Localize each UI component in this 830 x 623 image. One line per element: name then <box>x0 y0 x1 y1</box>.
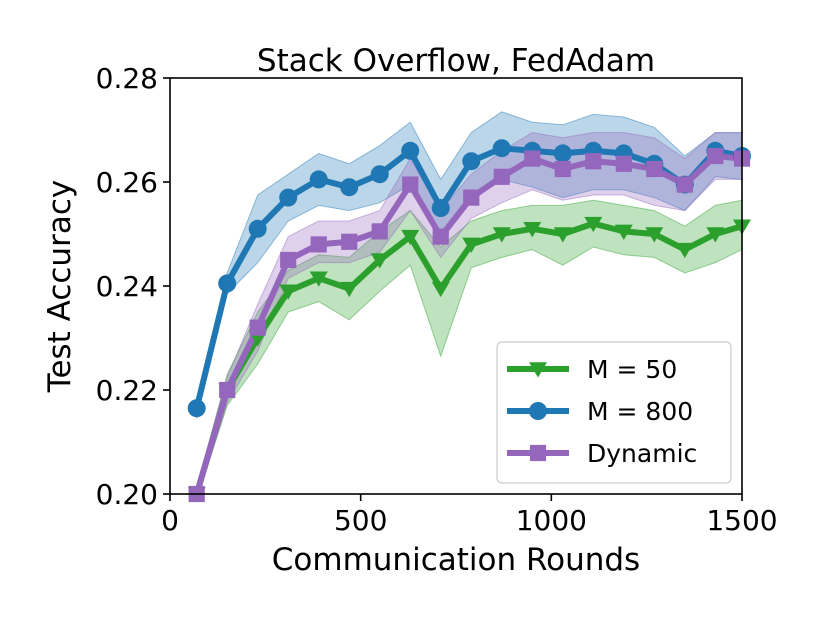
point-series-0-7 <box>401 229 420 246</box>
point-series-2-1 <box>219 381 236 399</box>
point-series-1-5 <box>340 178 359 197</box>
series-markers <box>187 139 751 503</box>
legend-box <box>496 341 732 484</box>
x-tick-label-0: 0 <box>161 504 179 537</box>
point-series-2-4 <box>310 236 327 253</box>
point-series-0-11 <box>523 222 542 238</box>
y-axis-label: Test Accuracy <box>42 180 78 393</box>
legend-label-0: M = 50 <box>587 355 677 384</box>
point-series-2-8 <box>432 228 449 245</box>
point-series-2-3 <box>280 251 297 269</box>
point-series-1-3 <box>279 188 298 207</box>
point-series-2-12 <box>554 160 571 178</box>
point-series-2-10 <box>493 168 510 185</box>
point-series-1-8 <box>431 199 450 217</box>
legend-label-2: Dynamic <box>587 439 697 468</box>
point-series-1-1 <box>218 274 237 293</box>
point-series-2-16 <box>676 176 693 193</box>
legend-marker-0 <box>529 362 547 378</box>
point-series-1-10 <box>492 139 511 158</box>
point-series-0-16 <box>675 242 694 259</box>
point-series-0-6 <box>370 253 389 269</box>
point-series-1-0 <box>187 399 206 418</box>
point-series-2-11 <box>524 150 541 167</box>
point-series-0-12 <box>553 227 572 243</box>
point-series-0-13 <box>584 216 603 233</box>
legend-label-1: M = 800 <box>587 397 693 426</box>
point-series-0-3 <box>279 284 298 300</box>
x-axis-ticks: 0 500 1000 1500 <box>161 494 778 537</box>
point-series-2-13 <box>585 153 602 170</box>
point-series-0-10 <box>492 227 511 243</box>
chart-title: Stack Overflow, FedAdam <box>257 43 655 79</box>
point-series-2-7 <box>402 176 419 193</box>
point-series-2-2 <box>249 319 266 336</box>
point-series-0-17 <box>706 227 725 243</box>
point-series-2-17 <box>707 147 724 165</box>
point-series-1-2 <box>248 219 267 238</box>
x-axis-label: Communication Rounds <box>272 542 640 578</box>
point-series-0-5 <box>340 281 359 298</box>
point-series-0-14 <box>614 224 633 240</box>
point-series-1-7 <box>401 141 420 160</box>
legend: M = 50 M = 800 Dynamic <box>496 341 732 484</box>
point-series-1-12 <box>553 144 572 163</box>
x-tick-label-1000: 1000 <box>516 504 587 537</box>
y-tick-label-0.26: 0.26 <box>96 166 158 199</box>
point-series-0-9 <box>462 237 481 253</box>
x-tick-label-1500: 1500 <box>706 504 777 537</box>
point-series-2-15 <box>646 160 663 178</box>
point-series-2-5 <box>341 233 358 250</box>
y-tick-label-0.22: 0.22 <box>96 374 158 407</box>
point-series-2-9 <box>463 189 480 206</box>
point-series-0-15 <box>645 227 664 243</box>
y-tick-label-0.20: 0.20 <box>96 478 158 511</box>
point-series-2-14 <box>615 155 632 172</box>
legend-marker-1 <box>529 402 547 420</box>
point-series-1-4 <box>309 170 328 189</box>
point-series-2-6 <box>371 223 388 240</box>
y-axis-ticks: 0.20 0.22 0.24 0.26 0.28 <box>96 62 170 511</box>
legend-marker-2 <box>529 444 547 462</box>
y-tick-label-0.24: 0.24 <box>96 270 158 303</box>
point-series-1-9 <box>462 152 481 171</box>
point-series-1-6 <box>370 165 389 184</box>
point-series-0-8 <box>431 281 450 298</box>
y-tick-label-0.28: 0.28 <box>96 62 158 95</box>
point-series-0-4 <box>309 271 328 287</box>
x-tick-label-500: 500 <box>334 504 387 537</box>
